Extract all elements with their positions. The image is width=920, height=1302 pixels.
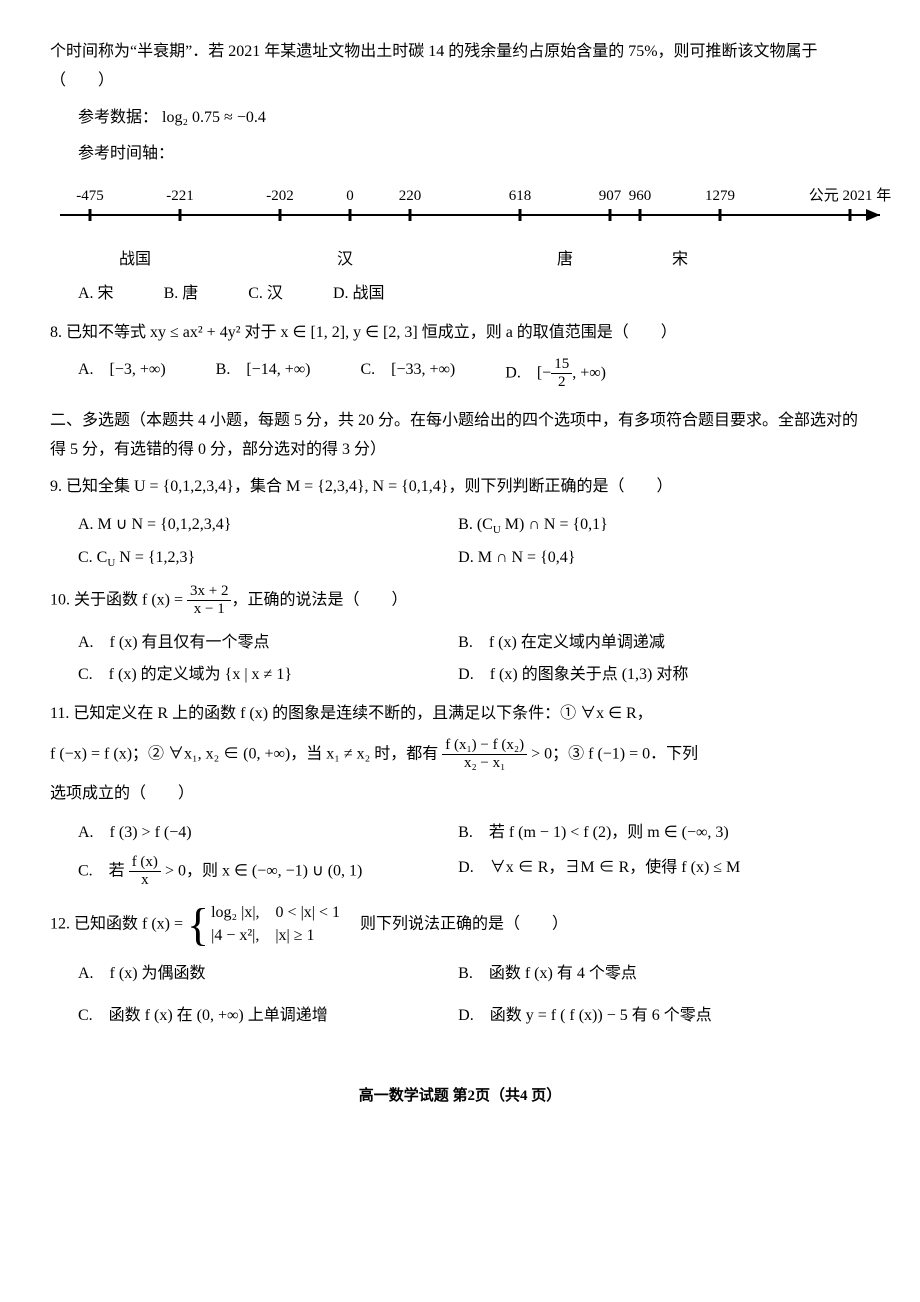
q9-opt-d: D. M ∩ N = {0,4} xyxy=(458,544,838,573)
q10-suffix: ，正确的说法是（ ） xyxy=(231,591,407,608)
timeline-era-label: 汉 xyxy=(337,246,353,275)
timeline-era-label: 宋 xyxy=(672,246,688,275)
q11-cond-mid: > 0；③ f (−1) = 0．下列 xyxy=(527,745,698,762)
q12-suffix: 则下列说法正确的是（ ） xyxy=(344,915,568,932)
q7-ref-data-val: log₂ 0.75 ≈ −0.4 xyxy=(162,109,266,126)
q10-num: 3x + 2 xyxy=(187,583,231,601)
q7-opt-c: C. 汉 xyxy=(248,280,283,309)
q12-piecewise: { log₂ |x|, 0 < |x| < 1 |4 − x²|, |x| ≥ … xyxy=(187,902,340,948)
q8-opt-b: B. [−14, +∞) xyxy=(216,356,311,392)
q9-opt-a: A. M ∪ N = {0,1,2,3,4} xyxy=(78,511,458,540)
q10-frac: 3x + 2x − 1 xyxy=(187,583,231,619)
timeline-tick-label: 公元 2021 年 xyxy=(809,183,892,210)
timeline-tick-label: 1279 xyxy=(705,183,735,210)
timeline: -475-221-20202206189079601279公元 2021 年 战… xyxy=(50,183,870,270)
q11-cond: f (−x) = f (x)；② ∀x₁, x₂ ∈ (0, +∞)，当 x₁ … xyxy=(50,737,870,773)
q11-c-den: x xyxy=(129,872,161,889)
q11-c-prefix: C. 若 xyxy=(78,862,129,879)
q10-opt-a: A. f (x) 有且仅有一个零点 xyxy=(78,629,458,658)
timeline-tick-label: -475 xyxy=(76,183,104,210)
q11-cond-prefix: f (−x) = f (x)；② ∀x₁, x₂ ∈ (0, +∞)，当 x₁ … xyxy=(50,745,442,762)
q12-row2: |4 − x²|, |x| ≥ 1 xyxy=(211,925,340,947)
q8-d-prefix: D. [− xyxy=(505,364,551,381)
timeline-tick-label: 960 xyxy=(629,183,652,210)
q11-stem2: 选项成立的（ ） xyxy=(50,780,870,809)
q7-ref-data-label: 参考数据： xyxy=(78,109,158,126)
q7-intro: 个时间称为“半衰期”．若 2021 年某遗址文物出土时碳 14 的残余量约占原始… xyxy=(50,38,870,96)
q12-opt-b: B. 函数 f (x) 有 4 个零点 xyxy=(458,960,838,989)
q12-options-row2: C. 函数 f (x) 在 (0, +∞) 上单调递增 D. 函数 y = f … xyxy=(78,1000,870,1033)
q7-opt-a: A. 宋 xyxy=(78,280,114,309)
q8-opt-a: A. [−3, +∞) xyxy=(78,356,166,392)
q8-d-den: 2 xyxy=(551,374,572,391)
q11-cond-num: f (x₁) − f (x₂) xyxy=(442,737,527,755)
q8-d-num: 15 xyxy=(551,356,572,374)
q7-opt-b: B. 唐 xyxy=(164,280,199,309)
q12-opt-d: D. 函数 y = f ( f (x)) − 5 有 6 个零点 xyxy=(458,1002,838,1031)
timeline-tick-label: -202 xyxy=(266,183,294,210)
q10-stem: 10. 关于函数 f (x) = 3x + 2x − 1，正确的说法是（ ） xyxy=(50,583,870,619)
q11-options-row1: A. f (3) > f (−4) B. 若 f (m − 1) < f (2)… xyxy=(78,817,870,850)
q9-a-text: A. M ∪ N = {0,1,2,3,4} xyxy=(78,516,231,533)
timeline-tick-label: 907 xyxy=(599,183,622,210)
q11-opt-b: B. 若 f (m − 1) < f (2)，则 m ∈ (−∞, 3) xyxy=(458,819,838,848)
q12-prefix: 12. 已知函数 f (x) = xyxy=(50,915,187,932)
q11-cond-frac: f (x₁) − f (x₂)x₂ − x₁ xyxy=(442,737,527,773)
q10-den: x − 1 xyxy=(187,601,231,618)
page-footer: 高一数学试题 第2页（共4 页） xyxy=(50,1083,870,1110)
q8-opt-d: D. [−152, +∞) xyxy=(505,356,606,392)
q10-opt-c: C. f (x) 的定义域为 {x | x ≠ 1} xyxy=(78,661,458,690)
q10-prefix: 10. 关于函数 f (x) = xyxy=(50,591,187,608)
q9-opt-b: B. (CU M) ∩ N = {0,1} xyxy=(458,511,838,540)
q7-ref-axis-label: 参考时间轴： xyxy=(50,140,870,169)
brace-icon: { xyxy=(187,902,209,948)
q12-row1: log₂ |x|, 0 < |x| < 1 xyxy=(211,902,340,924)
timeline-tick-label: -221 xyxy=(166,183,194,210)
q10-opt-d: D. f (x) 的图象关于点 (1,3) 对称 xyxy=(458,661,838,690)
q11-c-frac: f (x)x xyxy=(129,854,161,890)
q9-d-text: D. M ∩ N = {0,4} xyxy=(458,549,575,566)
q10-options: A. f (x) 有且仅有一个零点 B. f (x) 在定义域内单调递减 C. … xyxy=(78,627,870,693)
q11-cond-den: x₂ − x₁ xyxy=(442,755,527,772)
section2-head: 二、多选题（本题共 4 小题，每题 5 分，共 20 分。在每小题给出的四个选项… xyxy=(50,407,870,465)
q8-d-suffix: , +∞) xyxy=(572,364,606,381)
q11-c-num: f (x) xyxy=(129,854,161,872)
q8-stem: 8. 已知不等式 xy ≤ ax² + 4y² 对于 x ∈ [1, 2], y… xyxy=(50,319,870,348)
q8-opt-c: C. [−33, +∞) xyxy=(360,356,455,392)
q8-d-frac: 152 xyxy=(551,356,572,392)
q12-stem: 12. 已知函数 f (x) = { log₂ |x|, 0 < |x| < 1… xyxy=(50,902,870,948)
q12-opt-a: A. f (x) 为偶函数 xyxy=(78,960,458,989)
q11-c-suffix: > 0，则 x ∈ (−∞, −1) ∪ (0, 1) xyxy=(161,862,362,879)
q11-opt-c: C. 若 f (x)x > 0，则 x ∈ (−∞, −1) ∪ (0, 1) xyxy=(78,854,458,890)
q7-opt-d: D. 战国 xyxy=(333,280,385,309)
timeline-tick-label: 618 xyxy=(509,183,532,210)
q11-opt-a: A. f (3) > f (−4) xyxy=(78,819,458,848)
q10-opt-b: B. f (x) 在定义域内单调递减 xyxy=(458,629,838,658)
q11-opt-d: D. ∀x ∈ R，∃M ∈ R，使得 f (x) ≤ M xyxy=(458,854,838,890)
q11-options-row2: C. 若 f (x)x > 0，则 x ∈ (−∞, −1) ∪ (0, 1) … xyxy=(78,852,870,892)
q11-stem1: 11. 已知定义在 R 上的函数 f (x) 的图象是连续不断的，且满足以下条件… xyxy=(50,700,870,729)
timeline-era-label: 战国 xyxy=(119,246,151,275)
q7-options: A. 宋 B. 唐 C. 汉 D. 战国 xyxy=(78,280,870,309)
timeline-tick-label: 220 xyxy=(399,183,422,210)
q9-stem: 9. 已知全集 U = {0,1,2,3,4}，集合 M = {2,3,4}, … xyxy=(50,473,870,502)
q12-opt-c: C. 函数 f (x) 在 (0, +∞) 上单调递增 xyxy=(78,1002,458,1031)
q7-ref-data: 参考数据： log₂ 0.75 ≈ −0.4 xyxy=(50,104,870,133)
q12-options-row1: A. f (x) 为偶函数 B. 函数 f (x) 有 4 个零点 xyxy=(78,958,870,991)
timeline-tick-label: 0 xyxy=(346,183,354,210)
q9-options: A. M ∪ N = {0,1,2,3,4} B. (CU M) ∩ N = {… xyxy=(78,509,870,575)
q9-opt-c: C. CU N = {1,2,3} xyxy=(78,544,458,573)
timeline-era-label: 唐 xyxy=(557,246,573,275)
q8-options: A. [−3, +∞) B. [−14, +∞) C. [−33, +∞) D.… xyxy=(78,356,870,392)
